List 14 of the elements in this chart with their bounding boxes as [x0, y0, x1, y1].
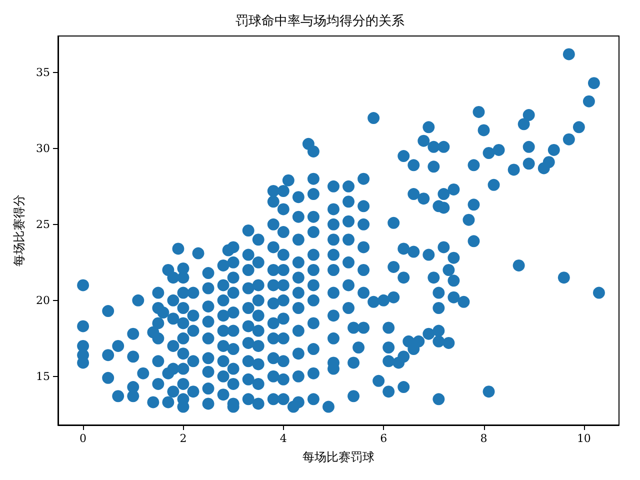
x-tick-label: 0 [80, 432, 87, 445]
y-tick-label: 15 [36, 370, 50, 383]
y-tick-label: 35 [36, 66, 50, 79]
y-tick-label: 30 [36, 142, 50, 155]
y-tick-label: 25 [36, 218, 50, 231]
x-tick-label: 4 [280, 432, 287, 445]
x-axis-title: 每场比赛罚球 [302, 450, 374, 464]
x-tick-label: 2 [180, 432, 187, 445]
x-tick-label: 8 [480, 432, 488, 445]
x-tick-label: 6 [380, 432, 388, 445]
x-tick-label: 10 [576, 432, 591, 445]
y-tick-label: 20 [36, 294, 50, 307]
chart-title: 罚球命中率与场均得分的关系 [236, 13, 404, 29]
y-axis-title: 每场比赛得分 [12, 194, 26, 266]
